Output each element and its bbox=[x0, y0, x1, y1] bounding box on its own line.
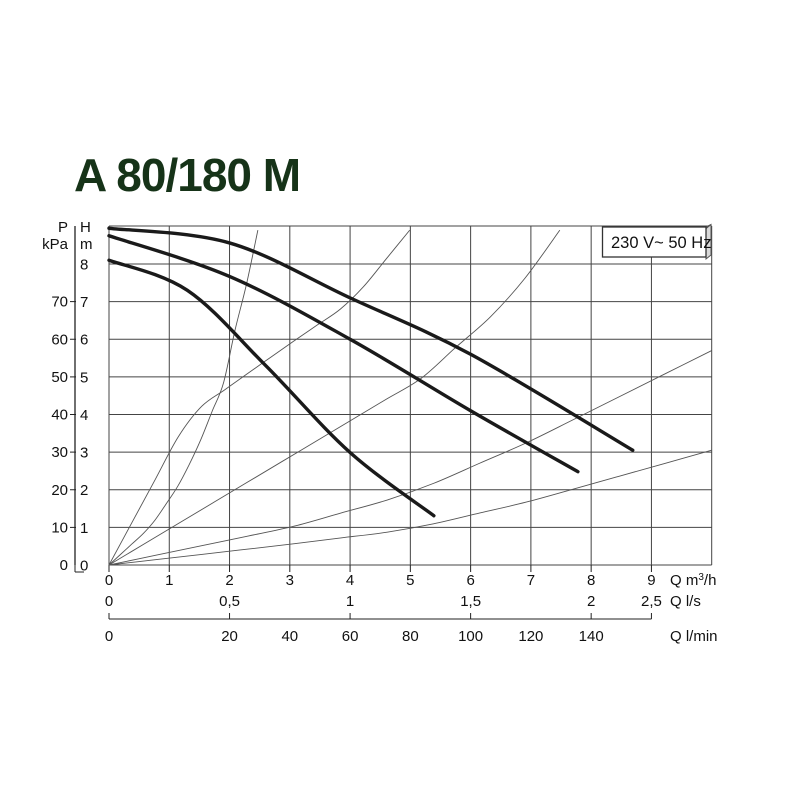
svg-text:0: 0 bbox=[80, 557, 88, 574]
svg-text:0: 0 bbox=[105, 572, 113, 589]
svg-text:1,5: 1,5 bbox=[460, 593, 481, 610]
svg-text:Q l/s: Q l/s bbox=[670, 593, 701, 610]
svg-text:10: 10 bbox=[51, 519, 68, 536]
svg-text:1: 1 bbox=[165, 572, 173, 589]
svg-text:m: m bbox=[80, 236, 93, 253]
svg-text:9: 9 bbox=[647, 572, 655, 589]
svg-text:40: 40 bbox=[281, 628, 298, 645]
svg-text:30: 30 bbox=[51, 444, 68, 461]
svg-text:7: 7 bbox=[80, 294, 88, 311]
svg-text:5: 5 bbox=[80, 369, 88, 386]
svg-text:5: 5 bbox=[406, 572, 414, 589]
svg-text:6: 6 bbox=[466, 572, 474, 589]
svg-text:0: 0 bbox=[105, 628, 113, 645]
svg-text:0,5: 0,5 bbox=[219, 593, 240, 610]
svg-text:2: 2 bbox=[80, 482, 88, 499]
svg-text:6: 6 bbox=[80, 332, 88, 349]
svg-text:2,5: 2,5 bbox=[641, 593, 662, 610]
svg-text:70: 70 bbox=[51, 294, 68, 311]
svg-text:3: 3 bbox=[286, 572, 294, 589]
svg-text:1: 1 bbox=[346, 593, 354, 610]
svg-text:4: 4 bbox=[346, 572, 354, 589]
svg-text:7: 7 bbox=[527, 572, 535, 589]
svg-text:50: 50 bbox=[51, 369, 68, 386]
svg-text:8: 8 bbox=[80, 257, 88, 274]
svg-text:0: 0 bbox=[60, 557, 68, 574]
svg-text:20: 20 bbox=[221, 628, 238, 645]
svg-text:Q l/min: Q l/min bbox=[670, 628, 718, 645]
svg-text:60: 60 bbox=[342, 628, 359, 645]
svg-text:60: 60 bbox=[51, 331, 68, 348]
svg-text:Q m3/h: Q m3/h bbox=[670, 572, 716, 589]
svg-text:230 V~ 50 Hz: 230 V~ 50 Hz bbox=[611, 234, 711, 252]
svg-text:8: 8 bbox=[587, 572, 595, 589]
svg-text:4: 4 bbox=[80, 407, 88, 424]
svg-text:2: 2 bbox=[225, 572, 233, 589]
svg-text:100: 100 bbox=[458, 628, 483, 645]
svg-text:3: 3 bbox=[80, 445, 88, 462]
svg-text:140: 140 bbox=[579, 628, 604, 645]
svg-text:1: 1 bbox=[80, 520, 88, 537]
svg-text:P: P bbox=[58, 219, 68, 236]
svg-text:40: 40 bbox=[51, 407, 68, 424]
svg-text:0: 0 bbox=[105, 593, 113, 610]
svg-text:2: 2 bbox=[587, 593, 595, 610]
svg-text:H: H bbox=[80, 219, 91, 236]
svg-text:kPa: kPa bbox=[42, 236, 69, 253]
svg-text:120: 120 bbox=[518, 628, 543, 645]
svg-text:80: 80 bbox=[402, 628, 419, 645]
svg-text:20: 20 bbox=[51, 482, 68, 499]
